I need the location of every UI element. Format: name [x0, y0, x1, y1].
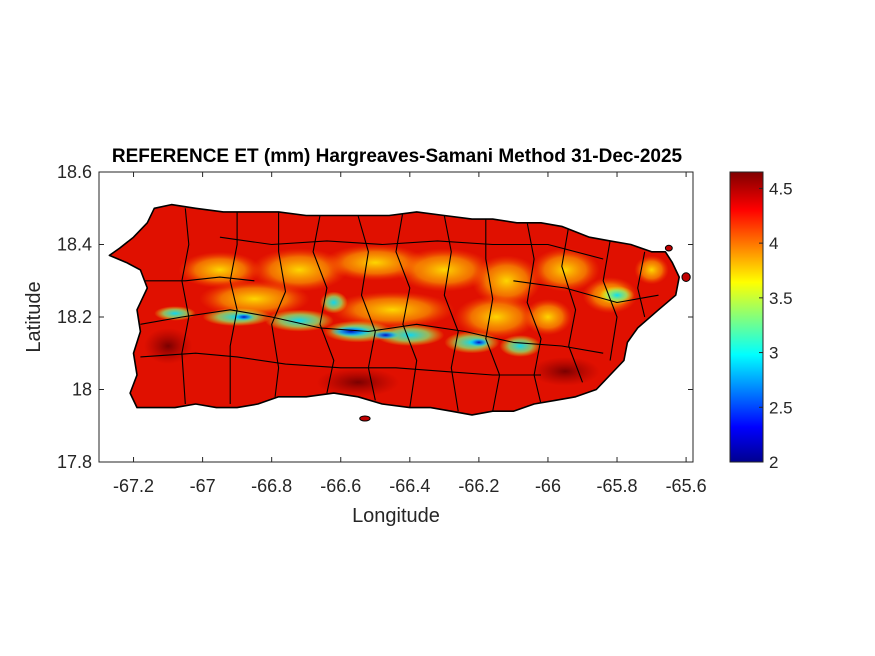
x-tick-label: -67.2 [113, 476, 154, 496]
islet [664, 244, 673, 252]
municipality-boundary [485, 219, 501, 412]
et-value-patch [523, 298, 573, 336]
et-value-patch [472, 255, 541, 307]
colorbar-tick-label: 3.5 [769, 289, 793, 308]
colorbar-tick-label: 2.5 [769, 398, 793, 417]
municipality-boundary [561, 226, 584, 383]
et-value-patch [143, 327, 193, 365]
municipality-boundary [271, 211, 287, 397]
colorbar-ticks: 2 2.5 3 3.5 4 4.5 [759, 179, 793, 472]
et-value-patch [530, 356, 600, 386]
et-value-patch [454, 295, 538, 339]
island-coastline [108, 203, 680, 416]
chart-title: REFERENCE ET (mm) Hargreaves-Samani Meth… [112, 146, 683, 167]
municipality-boundary [526, 222, 542, 405]
et-value-patch [250, 248, 348, 292]
municipality-boundary [637, 251, 646, 318]
islet [681, 272, 691, 282]
et-value-patch [199, 280, 310, 317]
et-value-patch [396, 248, 493, 292]
x-axis-label: Longitude [352, 505, 440, 527]
y-tick-label: 18.2 [57, 307, 92, 327]
et-value-patch [375, 324, 445, 346]
x-tick-label: -66.6 [320, 476, 361, 496]
et-value-patch [316, 367, 400, 397]
islet [359, 415, 371, 422]
x-tick-label: -66.8 [251, 476, 292, 496]
colorbar [729, 171, 764, 463]
municipality-boundary [219, 236, 604, 260]
colorbar-tick-label: 4.5 [769, 179, 793, 198]
et-value-patch [468, 338, 490, 347]
municipality-boundary [312, 215, 335, 394]
municipality-boundaries [108, 203, 691, 422]
x-tick-label: -66 [535, 476, 561, 496]
y-tick-label: 18.6 [57, 162, 92, 182]
y-tick-label: 17.8 [57, 452, 92, 472]
colorbar-tick-label: 2 [769, 453, 778, 472]
y-tick-label: 18.4 [57, 235, 92, 255]
x-tick-label: -66.2 [458, 476, 499, 496]
x-tick-label: -66.4 [389, 476, 430, 496]
colorbar-tick-label: 4 [769, 234, 778, 253]
et-value-patch [264, 309, 334, 332]
y-tick-label: 18 [72, 380, 92, 400]
municipality-boundary [181, 208, 190, 405]
municipality-boundary [229, 211, 238, 404]
et-value-patch [530, 248, 600, 292]
municipality-boundary [395, 211, 418, 408]
y-axis-ticks: 17.8 18 18.2 18.4 18.6 [57, 162, 693, 472]
municipality-boundary [140, 352, 541, 376]
et-value-patch [371, 330, 400, 340]
municipality-boundary [143, 276, 255, 282]
et-value-patch [599, 286, 635, 305]
et-value-patch [233, 313, 255, 321]
colorbar-tick-label: 3 [769, 344, 778, 363]
y-axis-label: Latitude [23, 281, 45, 352]
x-tick-label: -65.8 [597, 476, 638, 496]
municipality-boundary [443, 215, 459, 412]
et-value-patch [499, 335, 541, 357]
x-tick-label: -65.6 [666, 476, 707, 496]
x-axis-ticks: -67.2 -67 -66.8 -66.6 -66.4 -66.2 -66 -65.8 -65.… [113, 172, 707, 496]
municipality-boundary [513, 280, 659, 304]
municipality-boundary [602, 240, 618, 361]
municipality-boundary [140, 309, 604, 354]
et-value-patch [330, 291, 455, 328]
x-tick-label: -67 [190, 476, 216, 496]
et-value-patch [330, 326, 372, 337]
municipality-boundary [357, 215, 376, 401]
et-value-patch [320, 291, 348, 314]
